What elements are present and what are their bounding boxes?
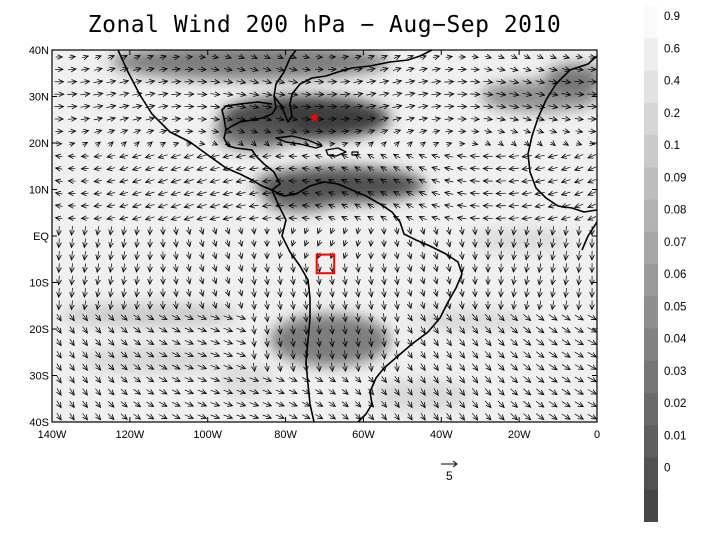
colorbar-swatch xyxy=(644,135,658,168)
africa-coast xyxy=(527,55,597,213)
colorbar-label: 0.4 xyxy=(664,76,681,88)
south-america-coast xyxy=(271,181,463,422)
lon-tick-label: 100W xyxy=(193,429,222,441)
colorbar-label: 0.9 xyxy=(664,11,680,23)
colorbar-swatch xyxy=(644,457,658,491)
lon-tick-label: 20W xyxy=(508,429,531,441)
lat-tick-label: 20N xyxy=(29,138,49,150)
markers xyxy=(310,112,336,275)
lat-tick-label: 30S xyxy=(29,371,49,383)
colorbar-label: 0.09 xyxy=(664,172,686,184)
colorbar-swatch xyxy=(644,38,658,71)
box-marker xyxy=(315,253,336,275)
colorbar-label: 0.2 xyxy=(664,108,680,120)
coastlines xyxy=(117,50,597,422)
colorbar-swatch xyxy=(644,231,658,265)
colorbar-label: 0.04 xyxy=(664,334,687,346)
wind-vectors xyxy=(54,56,596,421)
lon-tick-label: 60W xyxy=(352,429,375,441)
colorbar-swatch xyxy=(644,393,658,426)
colorbar-swatch xyxy=(644,264,658,297)
reference-vector: 5 xyxy=(438,458,462,486)
colorbar-swatch xyxy=(644,6,658,39)
colorbar-label: 0.1 xyxy=(664,140,680,152)
lon-tick-label: 40W xyxy=(430,429,453,441)
colorbar-swatch xyxy=(644,425,658,458)
wind-map: 40N 30N 20N 10N EQ 10S 20S 30S 40S 140W 120W 100W 8… xyxy=(29,45,600,441)
lat-tick-label: 40S xyxy=(29,417,49,429)
colorbar-swatch xyxy=(644,70,658,104)
south-america-west-coast xyxy=(271,189,315,422)
florida-coast xyxy=(273,50,433,123)
colorbar-swatch xyxy=(644,489,658,522)
colorbar-swatches xyxy=(644,6,658,522)
lat-tick-label: 10N xyxy=(29,185,49,197)
colorbar-labels: 0.9 0.6 0.4 0.2 0.1 0.09 0.08 0.07 0.06 0.05 0.04 0… xyxy=(664,11,687,475)
lon-tick-label: 140W xyxy=(38,429,67,441)
colorbar-label: 0.06 xyxy=(664,269,686,281)
colorbar-label: 0.05 xyxy=(664,301,686,313)
colorbar-label: 0.02 xyxy=(664,398,686,410)
north-america-coast xyxy=(117,50,297,191)
colorbar-swatch xyxy=(644,102,658,136)
colorbar-label: 0.6 xyxy=(664,43,680,55)
longitude-axis: 140W 120W 100W 80W 60W 40W 20W 0 xyxy=(38,50,600,441)
reference-vector-arrow-icon: 5 xyxy=(441,460,458,483)
colorbar-swatch xyxy=(644,167,658,200)
colorbar-label: 0 xyxy=(664,463,670,475)
colorbar-swatch xyxy=(644,199,658,233)
colorbar-swatch xyxy=(644,296,658,329)
colorbar-label: 0.01 xyxy=(664,430,686,442)
lat-tick-label: 10S xyxy=(29,278,49,290)
lon-tick-label: 120W xyxy=(115,429,144,441)
colorbar-label: 0.03 xyxy=(664,366,686,378)
gulf-of-guinea xyxy=(581,221,597,251)
lat-tick-label: EQ xyxy=(33,231,49,243)
reference-vector-label: 5 xyxy=(446,469,453,483)
hispaniola xyxy=(325,147,347,157)
colorbar-swatch xyxy=(644,360,658,394)
gulf-coast xyxy=(221,101,273,131)
lon-tick-label: 0 xyxy=(594,429,600,441)
colorbar-swatch xyxy=(644,328,658,362)
lat-tick-label: 40N xyxy=(29,45,49,57)
lon-tick-label: 80W xyxy=(274,429,297,441)
lat-tick-label: 20S xyxy=(29,324,49,336)
map-title: Zonal Wind 200 hPa − Aug−Sep 2010 xyxy=(87,12,562,38)
colorbar: 0.9 0.6 0.4 0.2 0.1 0.09 0.08 0.07 0.06 0.05 0.04 0… xyxy=(644,6,687,522)
star-marker-icon xyxy=(310,112,320,122)
lat-tick-label: 30N xyxy=(29,92,49,104)
cuba xyxy=(275,135,323,149)
colorbar-label: 0.07 xyxy=(664,237,686,249)
latitude-axis: 40N 30N 20N 10N EQ 10S 20S 30S 40S xyxy=(29,45,597,429)
puerto-rico xyxy=(351,151,359,156)
colorbar-label: 0.08 xyxy=(664,205,686,217)
